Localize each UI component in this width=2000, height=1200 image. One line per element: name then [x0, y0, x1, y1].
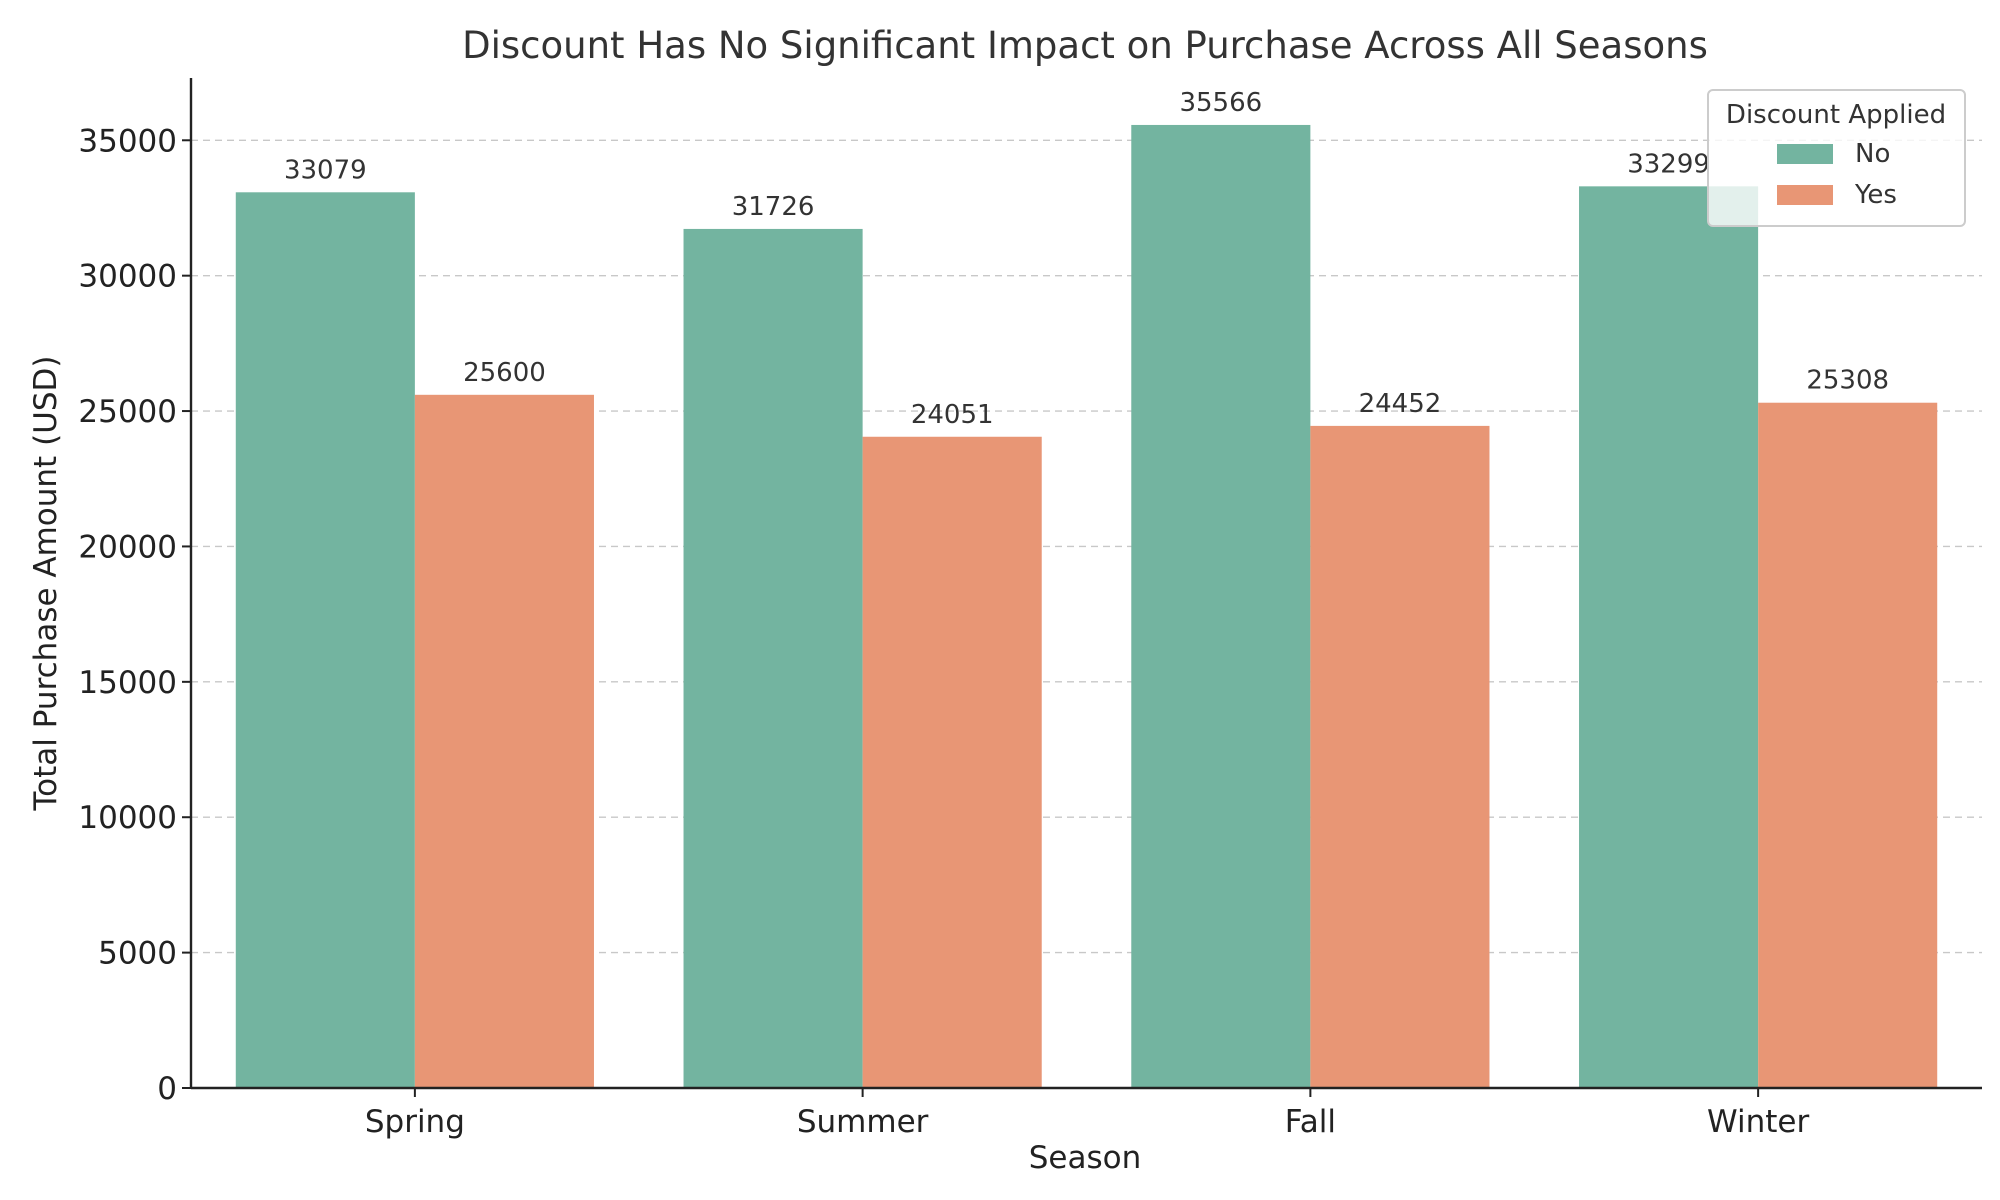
y-axis-ticks: 0 5000 10000 15000 20000 25000 30000 35000	[78, 123, 191, 1107]
y-tick-label: 35000	[78, 123, 177, 159]
data-label-spring-no: 33079	[284, 155, 367, 185]
data-label-fall-yes: 24452	[1359, 389, 1442, 419]
bar-spring-yes	[414, 394, 594, 1088]
legend-title: Discount Applied	[1726, 100, 1946, 130]
data-label-spring-yes: 25600	[463, 358, 546, 388]
data-label-winter-yes: 25308	[1806, 366, 1889, 396]
legend-swatch-no	[1777, 144, 1833, 164]
legend-box	[1707, 89, 1966, 227]
data-label-winter-no: 33299	[1627, 149, 1710, 179]
y-tick-label: 20000	[78, 529, 177, 565]
y-tick-label: 25000	[78, 394, 177, 430]
x-axis-label: Season	[1029, 1140, 1142, 1176]
bar-fall-yes	[1310, 425, 1490, 1088]
legend-label-yes: Yes	[1854, 180, 1897, 210]
data-labels: 33079 25600 31726 24051 35566 24452 33299 25308	[284, 88, 1889, 430]
bar-spring-no	[235, 192, 415, 1089]
y-axis-label: Total Purchase Amount (USD)	[28, 356, 64, 812]
bar-winter-yes	[1758, 402, 1938, 1089]
data-label-summer-no: 31726	[732, 192, 815, 222]
x-tick-label-fall: Fall	[1285, 1104, 1336, 1140]
legend: Discount Applied No Yes	[1707, 89, 1966, 227]
y-tick-label: 15000	[78, 665, 177, 701]
bar-summer-no	[683, 228, 863, 1088]
x-tick-label-spring: Spring	[365, 1104, 465, 1140]
x-axis-ticks: Spring Summer Fall Winter	[365, 1088, 1809, 1140]
legend-items: No Yes	[1777, 139, 1897, 210]
bar-winter-no	[1579, 186, 1759, 1088]
data-label-summer-yes: 24051	[911, 400, 994, 430]
x-tick-label-summer: Summer	[797, 1104, 929, 1140]
legend-swatch-yes	[1777, 185, 1833, 205]
bar-fall-no	[1131, 124, 1311, 1088]
y-tick-label: 0	[157, 1071, 177, 1107]
y-tick-label: 30000	[78, 259, 177, 295]
y-tick-label: 5000	[98, 936, 177, 972]
legend-label-no: No	[1855, 139, 1890, 169]
y-tick-label: 10000	[78, 800, 177, 836]
chart-title: Discount Has No Significant Impact on Pu…	[462, 24, 1708, 67]
bars	[235, 124, 1938, 1089]
bar-summer-yes	[862, 436, 1042, 1089]
data-label-fall-no: 35566	[1179, 88, 1262, 118]
x-tick-label-winter: Winter	[1707, 1104, 1809, 1140]
